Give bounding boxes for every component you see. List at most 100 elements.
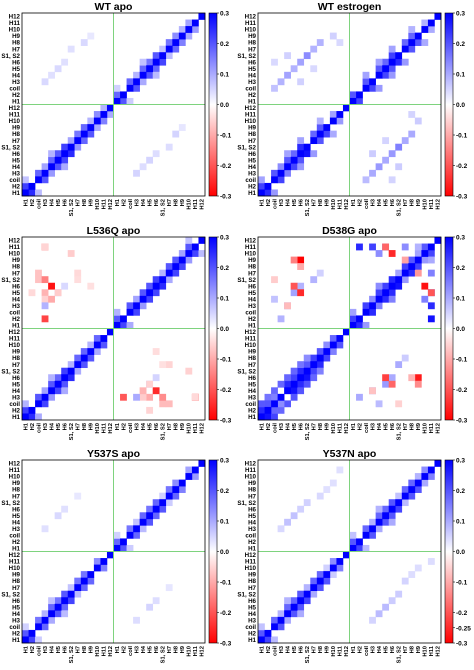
heatmap-cell xyxy=(178,250,186,257)
heatmap-cell xyxy=(297,380,305,388)
heatmap-cell xyxy=(414,269,422,277)
heatmap-cell xyxy=(277,163,285,171)
heatmap-cell xyxy=(388,176,396,184)
x-tick-label: H9 xyxy=(325,422,331,430)
plot-frame xyxy=(257,12,442,197)
heatmap-cell xyxy=(408,32,416,40)
x-tick-label: H12 xyxy=(436,199,442,210)
heatmap-cell xyxy=(165,361,173,369)
heatmap-cell xyxy=(22,406,29,414)
y-tick-label: H10 xyxy=(9,27,21,34)
x-tick-label: H7 xyxy=(76,423,82,430)
x-tick-label: H2 xyxy=(30,423,36,430)
x-tick-label: H10 xyxy=(95,646,101,657)
x-tick-label: S1, S2 xyxy=(305,646,311,663)
x-tick-label: H10 xyxy=(187,646,193,657)
colorbar-tick-label: 0.1 xyxy=(220,296,229,303)
heatmap-cell xyxy=(146,603,154,611)
x-tick-label: H4 xyxy=(285,422,291,430)
y-tick-label: coil xyxy=(9,401,20,408)
y-tick-label: H9 xyxy=(248,125,256,132)
heatmap-cell xyxy=(414,32,422,40)
heatmap-cell xyxy=(388,505,396,513)
heatmap-cell xyxy=(388,374,396,382)
chart-title: WT estrogen xyxy=(318,1,382,13)
chart-title: Y537S apo xyxy=(87,448,140,460)
heatmap-cell xyxy=(264,413,272,421)
colorbar-tick-label: 0.0 xyxy=(220,549,229,556)
heatmap-cell xyxy=(258,406,265,414)
heatmap-cell xyxy=(41,289,49,297)
heatmap-cell xyxy=(178,124,186,131)
y-tick-label: H3 xyxy=(248,79,256,86)
heatmap-cell xyxy=(48,380,55,388)
heatmap-cell xyxy=(48,150,55,158)
y-tick-label: coil xyxy=(245,532,256,539)
y-tick-label: H11 xyxy=(9,559,21,566)
heatmap-cell xyxy=(290,610,298,618)
heatmap-cell xyxy=(113,538,121,546)
x-tick-label: H2 xyxy=(266,199,272,206)
heatmap-cell xyxy=(284,163,291,171)
y-tick-label: H12 xyxy=(245,329,257,336)
x-tick-label: H1 xyxy=(23,422,29,430)
heatmap-cell xyxy=(100,111,108,118)
heatmap-cell xyxy=(146,156,154,164)
heatmap-cell xyxy=(297,263,305,270)
heatmap-cell xyxy=(310,65,318,73)
y-tick-label: H4 xyxy=(12,72,20,79)
x-tick-label: H9 xyxy=(416,198,422,206)
heatmap-cell xyxy=(356,97,363,105)
y-tick-label: S1, S2 xyxy=(237,500,256,507)
y-tick-label: H6 xyxy=(12,283,20,290)
heatmap-cell xyxy=(297,143,305,151)
heatmap-cell xyxy=(152,597,160,605)
heatmap-cell xyxy=(48,393,55,401)
heatmap-cell xyxy=(264,400,272,408)
heatmap-cell xyxy=(48,295,55,303)
heatmap-cell xyxy=(178,479,186,487)
heatmap-cell xyxy=(316,367,324,375)
heatmap-cell xyxy=(388,512,396,520)
x-tick-label: H10 xyxy=(331,199,337,210)
y-tick-label: H11 xyxy=(9,336,21,343)
heatmap-cell xyxy=(297,603,305,611)
heatmap-cell xyxy=(41,400,49,408)
colorbar-tick-label: -0.1 xyxy=(456,133,468,140)
heatmap-cell xyxy=(329,130,337,138)
heatmap-cell xyxy=(113,531,121,539)
heatmap-cell xyxy=(106,551,114,559)
y-tick-label: H8 xyxy=(12,264,20,271)
y-tick-label: H8 xyxy=(248,264,256,271)
heatmap-cell xyxy=(310,361,318,369)
heatmap-cell xyxy=(414,374,422,382)
y-tick-label: H6 xyxy=(12,375,20,382)
heatmap-cell xyxy=(54,603,62,611)
colorbar-tick-label: -0.1 xyxy=(220,133,232,140)
y-tick-label: H7 xyxy=(12,585,20,592)
heatmap-cell xyxy=(336,564,344,572)
heatmap-cell xyxy=(382,505,390,513)
plot-frame xyxy=(257,236,442,421)
heatmap-cell xyxy=(146,71,154,79)
heatmap-cell xyxy=(427,19,435,27)
y-tick-label: H8 xyxy=(248,355,256,362)
heatmap-cell xyxy=(297,590,305,598)
heatmap-cell xyxy=(264,393,272,401)
heatmap-cell xyxy=(408,39,416,46)
heatmap-cell xyxy=(159,269,167,277)
heatmap-cell xyxy=(258,189,265,197)
heatmap-cell xyxy=(185,19,193,27)
heatmap-cell xyxy=(139,163,147,171)
heatmap-cell xyxy=(303,590,311,598)
heatmap-cell xyxy=(297,505,305,513)
heatmap-cell xyxy=(159,276,167,284)
heatmap-cell xyxy=(323,577,331,585)
y-tick-label: H7 xyxy=(248,585,256,592)
heatmap-cell xyxy=(349,97,357,105)
y-tick-label: coil xyxy=(9,85,20,92)
y-tick-label: H8 xyxy=(248,487,256,494)
heatmap-cell xyxy=(165,276,173,284)
heatmap-cell xyxy=(139,512,147,520)
